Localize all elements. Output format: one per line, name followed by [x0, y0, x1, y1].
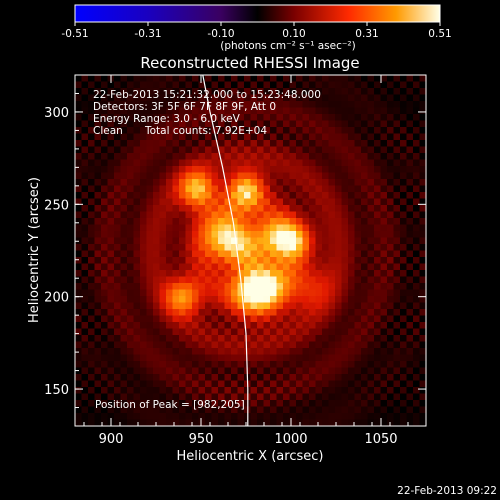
total-counts-label: Total counts: 7.92E+04 [144, 125, 267, 137]
chart-title: Reconstructed RHESSI Image [140, 54, 359, 72]
peak-position-label: Position of Peak = [982,205] [95, 399, 245, 411]
y-tick-label: 200 [44, 291, 69, 306]
axis-ticks: 900 950 1000 1050 150 200 250 300 [44, 74, 427, 447]
clean-label: Clean [93, 125, 123, 137]
energy-range-label: Energy Range: 3.0 - 6.0 keV [93, 113, 241, 125]
y-axis-label: Heliocentric Y (arcsec) [27, 177, 42, 323]
x-tick-label: 950 [189, 432, 214, 447]
colorbar-tick-label: 0.31 [355, 28, 378, 40]
solar-limb-curve [202, 75, 249, 426]
time-range-label: 22-Feb-2013 15:21:32.000 to 15:23:48.000 [93, 89, 321, 101]
x-axis-label: Heliocentric X (arcsec) [177, 449, 324, 464]
detectors-label: Detectors: 3F 5F 6F 7F 8F 9F, Att 0 [93, 101, 276, 113]
heatmap-image [75, 75, 426, 426]
footer-timestamp: 22-Feb-2013 09:22 [397, 485, 497, 497]
plot-frame [74, 74, 427, 427]
colorbar-tick-label: -0.31 [134, 28, 161, 40]
colorbar-tick-label: -0.10 [207, 28, 234, 40]
colorbar-tick-label: -0.51 [61, 28, 88, 40]
x-tick-label: 1000 [274, 432, 307, 447]
x-tick-label: 1050 [364, 432, 397, 447]
colorbar-tick-label: 0.10 [282, 28, 305, 40]
colorbar-tick-label: 0.51 [428, 28, 451, 40]
y-tick-label: 250 [44, 198, 69, 213]
colorbar-unit-label: (photons cm⁻² s⁻¹ asec⁻²) [220, 40, 355, 52]
plot-region [75, 75, 426, 426]
y-tick-label: 300 [44, 106, 69, 121]
y-tick-label: 150 [44, 383, 69, 398]
x-tick-label: 900 [99, 432, 124, 447]
colorbar [74, 4, 441, 23]
colorbar-ticks: -0.51 -0.31 -0.10 0.10 0.31 0.51 [61, 22, 452, 40]
